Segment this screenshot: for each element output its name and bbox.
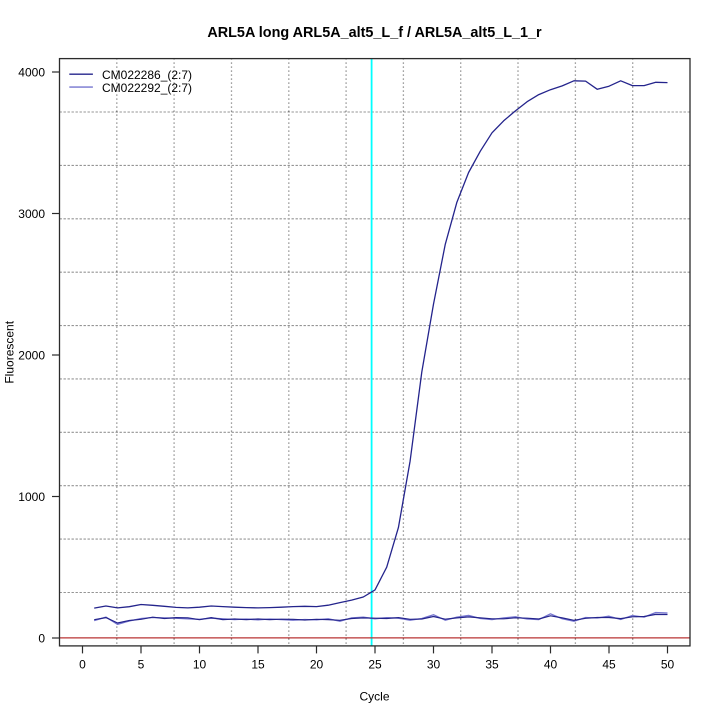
svg-text:0: 0 xyxy=(38,631,45,645)
svg-text:Cycle: Cycle xyxy=(359,690,389,704)
svg-text:Fluorescent: Fluorescent xyxy=(3,320,17,383)
svg-text:50: 50 xyxy=(661,658,675,672)
svg-text:15: 15 xyxy=(251,658,265,672)
svg-text:1000: 1000 xyxy=(18,490,45,504)
svg-text:30: 30 xyxy=(427,658,441,672)
svg-text:10: 10 xyxy=(193,658,207,672)
svg-text:ARL5A long ARL5A_alt5_L_f / AR: ARL5A long ARL5A_alt5_L_f / ARL5A_alt5_L… xyxy=(207,25,542,41)
svg-text:0: 0 xyxy=(79,658,86,672)
svg-text:2000: 2000 xyxy=(18,348,45,362)
svg-text:35: 35 xyxy=(485,658,499,672)
svg-text:5: 5 xyxy=(138,658,145,672)
svg-text:3000: 3000 xyxy=(18,207,45,221)
svg-text:40: 40 xyxy=(544,658,558,672)
svg-text:4000: 4000 xyxy=(18,65,45,79)
svg-text:25: 25 xyxy=(368,658,382,672)
svg-text:20: 20 xyxy=(310,658,324,672)
svg-text:45: 45 xyxy=(602,658,616,672)
svg-text:CM022286_(2:7): CM022286_(2:7) xyxy=(102,68,192,82)
svg-text:CM022292_(2:7): CM022292_(2:7) xyxy=(102,81,192,95)
